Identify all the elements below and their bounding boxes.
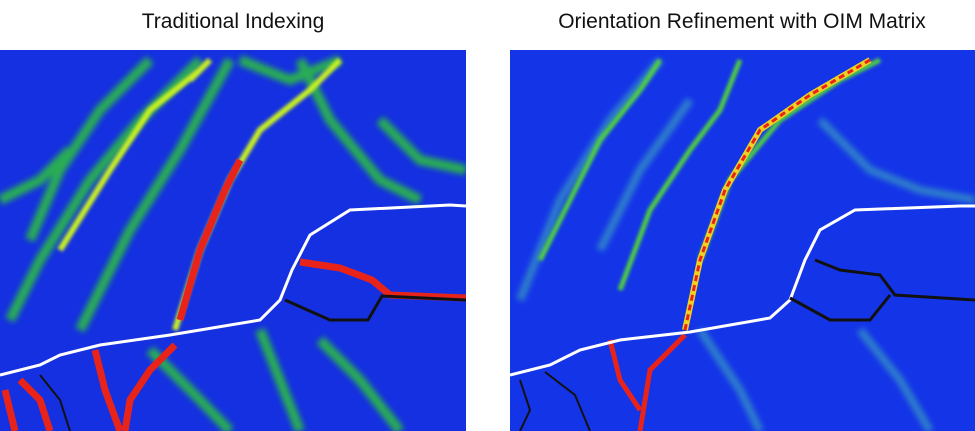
left-map: [0, 50, 466, 431]
panel-title: Traditional Indexing: [142, 10, 325, 33]
right-map: [510, 50, 975, 431]
panel-title: Orientation Refinement with OIM Matrix: [558, 10, 926, 33]
